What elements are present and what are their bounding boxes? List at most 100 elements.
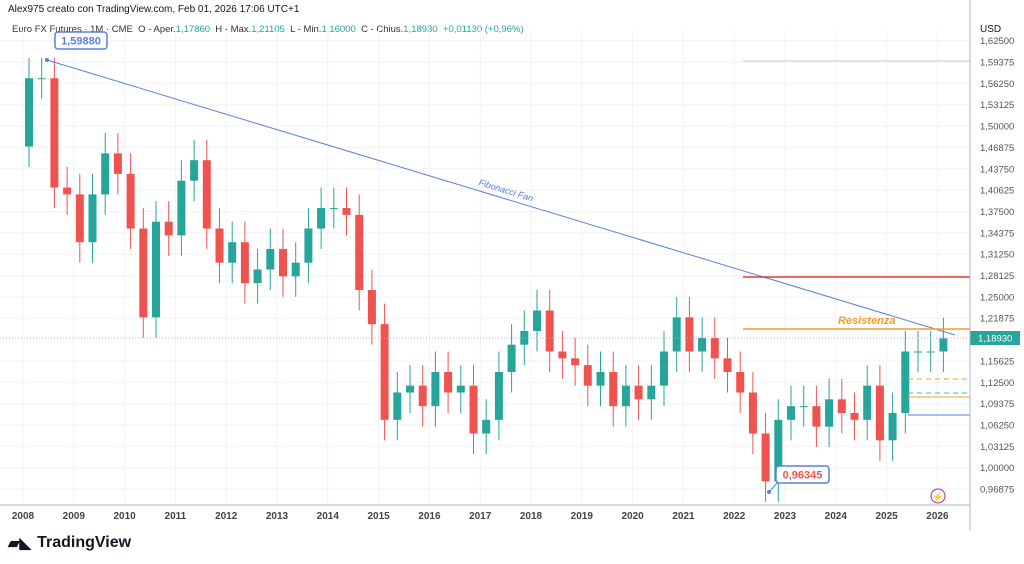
candle	[152, 221, 160, 318]
year-tick: 2010	[113, 511, 136, 522]
year-tick: 2015	[367, 511, 390, 522]
candle	[863, 385, 872, 420]
year-tick: 2021	[672, 511, 695, 522]
candle	[545, 310, 554, 352]
candle	[164, 221, 173, 236]
candle	[901, 351, 910, 413]
year-tick: 2026	[926, 511, 949, 522]
candle	[367, 290, 376, 325]
candle	[380, 324, 389, 420]
candle	[609, 372, 618, 407]
candle	[253, 269, 262, 284]
currency-label: USD	[980, 24, 1002, 35]
candle	[939, 338, 948, 352]
lightning-glyph: ⚡	[932, 491, 943, 503]
candle	[329, 208, 338, 210]
candle	[101, 153, 110, 195]
candle	[469, 385, 478, 434]
candle	[139, 228, 148, 318]
low-label: L - Min.	[290, 24, 322, 35]
candle	[291, 262, 300, 277]
candle	[761, 433, 770, 482]
candle	[355, 214, 364, 291]
candle	[393, 392, 402, 420]
price-tick: 1,53125	[980, 100, 1014, 111]
candle	[812, 406, 821, 427]
symbol-name[interactable]: Euro FX Futures · 1M · CME	[12, 24, 133, 35]
price-chart[interactable]: Fibonacci FanResistenza1,189301,598800,9…	[0, 0, 1024, 530]
candle	[444, 372, 453, 393]
candle	[50, 78, 59, 188]
candle	[647, 385, 656, 400]
candle	[583, 365, 592, 386]
candle	[494, 372, 503, 420]
price-tick: 1,31250	[980, 250, 1014, 261]
high-value: 1,21105	[251, 24, 285, 35]
open-label: O - Aper.	[138, 24, 176, 35]
candle	[215, 228, 224, 263]
candle	[507, 344, 516, 373]
candle	[926, 351, 935, 353]
open-value: 1,17860	[175, 24, 211, 35]
low-callout-text: 0,96345	[783, 470, 823, 482]
candle	[774, 419, 783, 482]
price-tick: 1,50000	[980, 122, 1014, 133]
price-tick: 1,12500	[980, 378, 1014, 389]
price-tick: 1,21875	[980, 314, 1014, 325]
candle	[406, 385, 414, 393]
fibonacci-fan-line[interactable]	[46, 59, 956, 336]
price-tick: 1,15625	[980, 356, 1014, 367]
year-tick: 2016	[418, 511, 441, 522]
price-tick: 1,28125	[980, 271, 1014, 282]
candle	[279, 249, 287, 277]
low-callout[interactable]	[775, 465, 830, 484]
candle	[850, 412, 859, 420]
candle	[342, 208, 351, 215]
candle	[63, 187, 72, 195]
year-tick: 2023	[774, 511, 797, 522]
price-tick: 1,06250	[980, 420, 1014, 431]
candle	[736, 372, 745, 393]
price-tick: 0,96875	[980, 485, 1014, 496]
candle	[317, 208, 326, 229]
year-tick: 2011	[165, 511, 187, 522]
year-tick: 2018	[520, 511, 543, 522]
price-tick: 1,00000	[980, 463, 1014, 474]
tradingview-logo[interactable]: ▰◣ TradingView	[8, 534, 131, 552]
candle	[75, 194, 84, 243]
close-value: 1,18930	[403, 24, 438, 35]
candle	[698, 337, 707, 352]
tv-logo-icon: ▰◣	[8, 535, 32, 552]
high-point	[45, 58, 49, 62]
lightning-event-icon[interactable]	[930, 488, 946, 504]
candle	[723, 358, 732, 373]
price-tick: 1,56250	[980, 79, 1014, 90]
last-price-tag	[970, 331, 1020, 345]
candle	[914, 351, 922, 353]
year-tick: 2020	[621, 511, 644, 522]
price-tick: 1,43750	[980, 164, 1014, 175]
price-tick: 1,62500	[980, 36, 1014, 47]
candle	[825, 399, 834, 427]
resistance-label: Resistenza	[838, 315, 895, 327]
candle	[710, 337, 719, 359]
candle	[418, 385, 427, 407]
year-tick: 2025	[875, 511, 898, 522]
candle	[482, 419, 491, 434]
candle	[456, 385, 465, 393]
price-tick: 1,09375	[980, 399, 1014, 410]
candle	[113, 153, 122, 174]
last-price-value: 1,18930	[978, 334, 1012, 345]
price-tick: 1,25000	[980, 292, 1014, 303]
candle	[748, 392, 757, 434]
high-callout-text: 1,59880	[61, 36, 101, 48]
price-tick: 1,34375	[980, 228, 1014, 239]
year-tick: 2008	[12, 511, 35, 522]
candle	[558, 351, 567, 359]
high-callout[interactable]	[54, 31, 108, 50]
candle	[596, 372, 605, 386]
candle	[875, 385, 884, 441]
candle	[88, 194, 97, 243]
candle	[571, 358, 580, 366]
candle	[533, 310, 541, 332]
